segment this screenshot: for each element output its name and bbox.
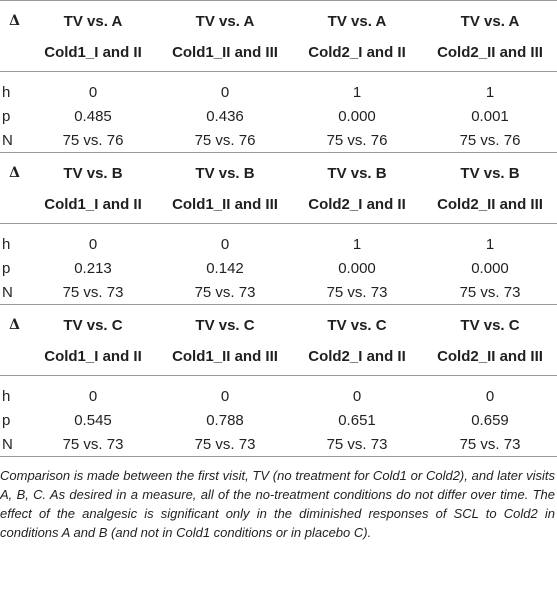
column-header-condition: Cold1_I and II <box>27 341 159 376</box>
row-label: h <box>2 83 11 101</box>
column-header-comparison: TV vs. A <box>423 0 557 37</box>
section-subheader-row: Cold1_I and II Cold1_II and III Cold2_I an… <box>0 37 557 72</box>
table-cell: 75 vs. 73 <box>291 432 423 457</box>
table-cell: 0.485 <box>74 107 112 125</box>
column-header-condition: Cold2_II and III <box>423 37 557 72</box>
column-header-comparison: TV vs. A <box>291 0 423 37</box>
table-row: N 75 vs. 76 75 vs. 76 75 vs. 76 75 vs. 76 <box>0 128 557 153</box>
table-cell: 75 vs. 73 <box>27 432 159 457</box>
column-header-condition: Cold2_II and III <box>423 189 557 224</box>
section-header-row: Δ TV vs. C TV vs. C TV vs. C TV vs. C <box>0 304 557 341</box>
table-cell: 75 vs. 73 <box>159 432 291 457</box>
table-cell: 0 <box>220 387 230 405</box>
column-header-comparison: TV vs. B <box>27 152 159 189</box>
column-header-condition: Cold1_II and III <box>159 189 291 224</box>
column-header-comparison: TV vs. C <box>291 304 423 341</box>
column-header-condition: Cold2_II and III <box>423 341 557 376</box>
row-label: N <box>0 128 27 153</box>
table-cell: 0.651 <box>338 411 376 429</box>
table-cell: 75 vs. 73 <box>291 280 423 305</box>
table-cell: 0.659 <box>471 411 509 429</box>
section-subheader-row: Cold1_I and II Cold1_II and III Cold2_I an… <box>0 189 557 224</box>
table-cell: 0 <box>220 235 230 253</box>
table-cell: 0.142 <box>206 259 244 277</box>
row-label: N <box>0 432 27 457</box>
column-header-comparison: TV vs. A <box>159 0 291 37</box>
table-row: N 75 vs. 73 75 vs. 73 75 vs. 73 75 vs. 73 <box>0 280 557 305</box>
row-label: N <box>0 280 27 305</box>
table-cell: 75 vs. 73 <box>159 280 291 305</box>
table-row: h 0 0 1 1 <box>0 232 557 256</box>
empty-cell <box>0 189 27 224</box>
table-cell: 1 <box>352 235 362 253</box>
table-cell: 75 vs. 76 <box>159 128 291 153</box>
row-label: p <box>2 411 11 429</box>
column-header-comparison: TV vs. C <box>159 304 291 341</box>
column-header-condition: Cold1_I and II <box>27 189 159 224</box>
table-cell: 75 vs. 76 <box>27 128 159 153</box>
row-label: p <box>2 107 11 125</box>
column-header-comparison: TV vs. B <box>159 152 291 189</box>
row-label: p <box>2 259 11 277</box>
table-row: p 0.485 0.436 0.000 0.001 <box>0 104 557 128</box>
column-header-condition: Cold2_I and II <box>291 341 423 376</box>
column-header-condition: Cold1_I and II <box>27 37 159 72</box>
delta-symbol: Δ <box>0 0 27 37</box>
column-header-comparison: TV vs. B <box>423 152 557 189</box>
column-header-condition: Cold1_II and III <box>159 37 291 72</box>
table-row: h 0 0 0 0 <box>0 384 557 408</box>
column-header-comparison: TV vs. A <box>27 0 159 37</box>
table-footnote: Comparison is made between the first vis… <box>0 468 555 540</box>
table-cell: 75 vs. 76 <box>423 128 557 153</box>
table-body: Δ TV vs. A TV vs. A TV vs. A TV vs. A Cold1_I… <box>0 0 557 457</box>
table-row: h 0 0 1 1 <box>0 80 557 104</box>
column-header-comparison: TV vs. B <box>291 152 423 189</box>
table-cell: 1 <box>485 83 495 101</box>
table-cell: 0.436 <box>206 107 244 125</box>
table-row: p 0.545 0.788 0.651 0.659 <box>0 408 557 432</box>
table-cell: 75 vs. 73 <box>27 280 159 305</box>
comparison-table: Δ TV vs. A TV vs. A TV vs. A TV vs. A Cold1_I… <box>0 0 557 457</box>
table-cell: 0 <box>88 235 98 253</box>
table-cell: 75 vs. 76 <box>291 128 423 153</box>
table-cell: 0 <box>88 387 98 405</box>
column-header-condition: Cold1_II and III <box>159 341 291 376</box>
table-cell: 0 <box>88 83 98 101</box>
table-cell: 0.213 <box>74 259 112 277</box>
section-header-row: Δ TV vs. B TV vs. B TV vs. B TV vs. B <box>0 152 557 189</box>
table-cell: 1 <box>352 83 362 101</box>
column-header-comparison: TV vs. C <box>423 304 557 341</box>
table-cell: 0.000 <box>338 107 376 125</box>
section-header-row: Δ TV vs. A TV vs. A TV vs. A TV vs. A <box>0 0 557 37</box>
table-cell: 1 <box>485 235 495 253</box>
row-label: h <box>2 387 11 405</box>
column-header-condition: Cold2_I and II <box>291 37 423 72</box>
table-cell: 0.000 <box>338 259 376 277</box>
table-cell: 0 <box>220 83 230 101</box>
empty-cell <box>0 37 27 72</box>
table-cell: 0.545 <box>74 411 112 429</box>
table-cell: 0.000 <box>471 259 509 277</box>
table-cell: 0 <box>485 387 495 405</box>
table-cell: 0.788 <box>206 411 244 429</box>
column-header-condition: Cold2_I and II <box>291 189 423 224</box>
table-cell: 0.001 <box>471 107 509 125</box>
section-subheader-row: Cold1_I and II Cold1_II and III Cold2_I an… <box>0 341 557 376</box>
column-header-comparison: TV vs. C <box>27 304 159 341</box>
table-cell: 75 vs. 73 <box>423 432 557 457</box>
delta-symbol: Δ <box>0 152 27 189</box>
table-cell: 75 vs. 73 <box>423 280 557 305</box>
row-label: h <box>2 235 11 253</box>
empty-cell <box>0 341 27 376</box>
table-row: p 0.213 0.142 0.000 0.000 <box>0 256 557 280</box>
table-cell: 0 <box>352 387 362 405</box>
delta-symbol: Δ <box>0 304 27 341</box>
table-row: N 75 vs. 73 75 vs. 73 75 vs. 73 75 vs. 73 <box>0 432 557 457</box>
